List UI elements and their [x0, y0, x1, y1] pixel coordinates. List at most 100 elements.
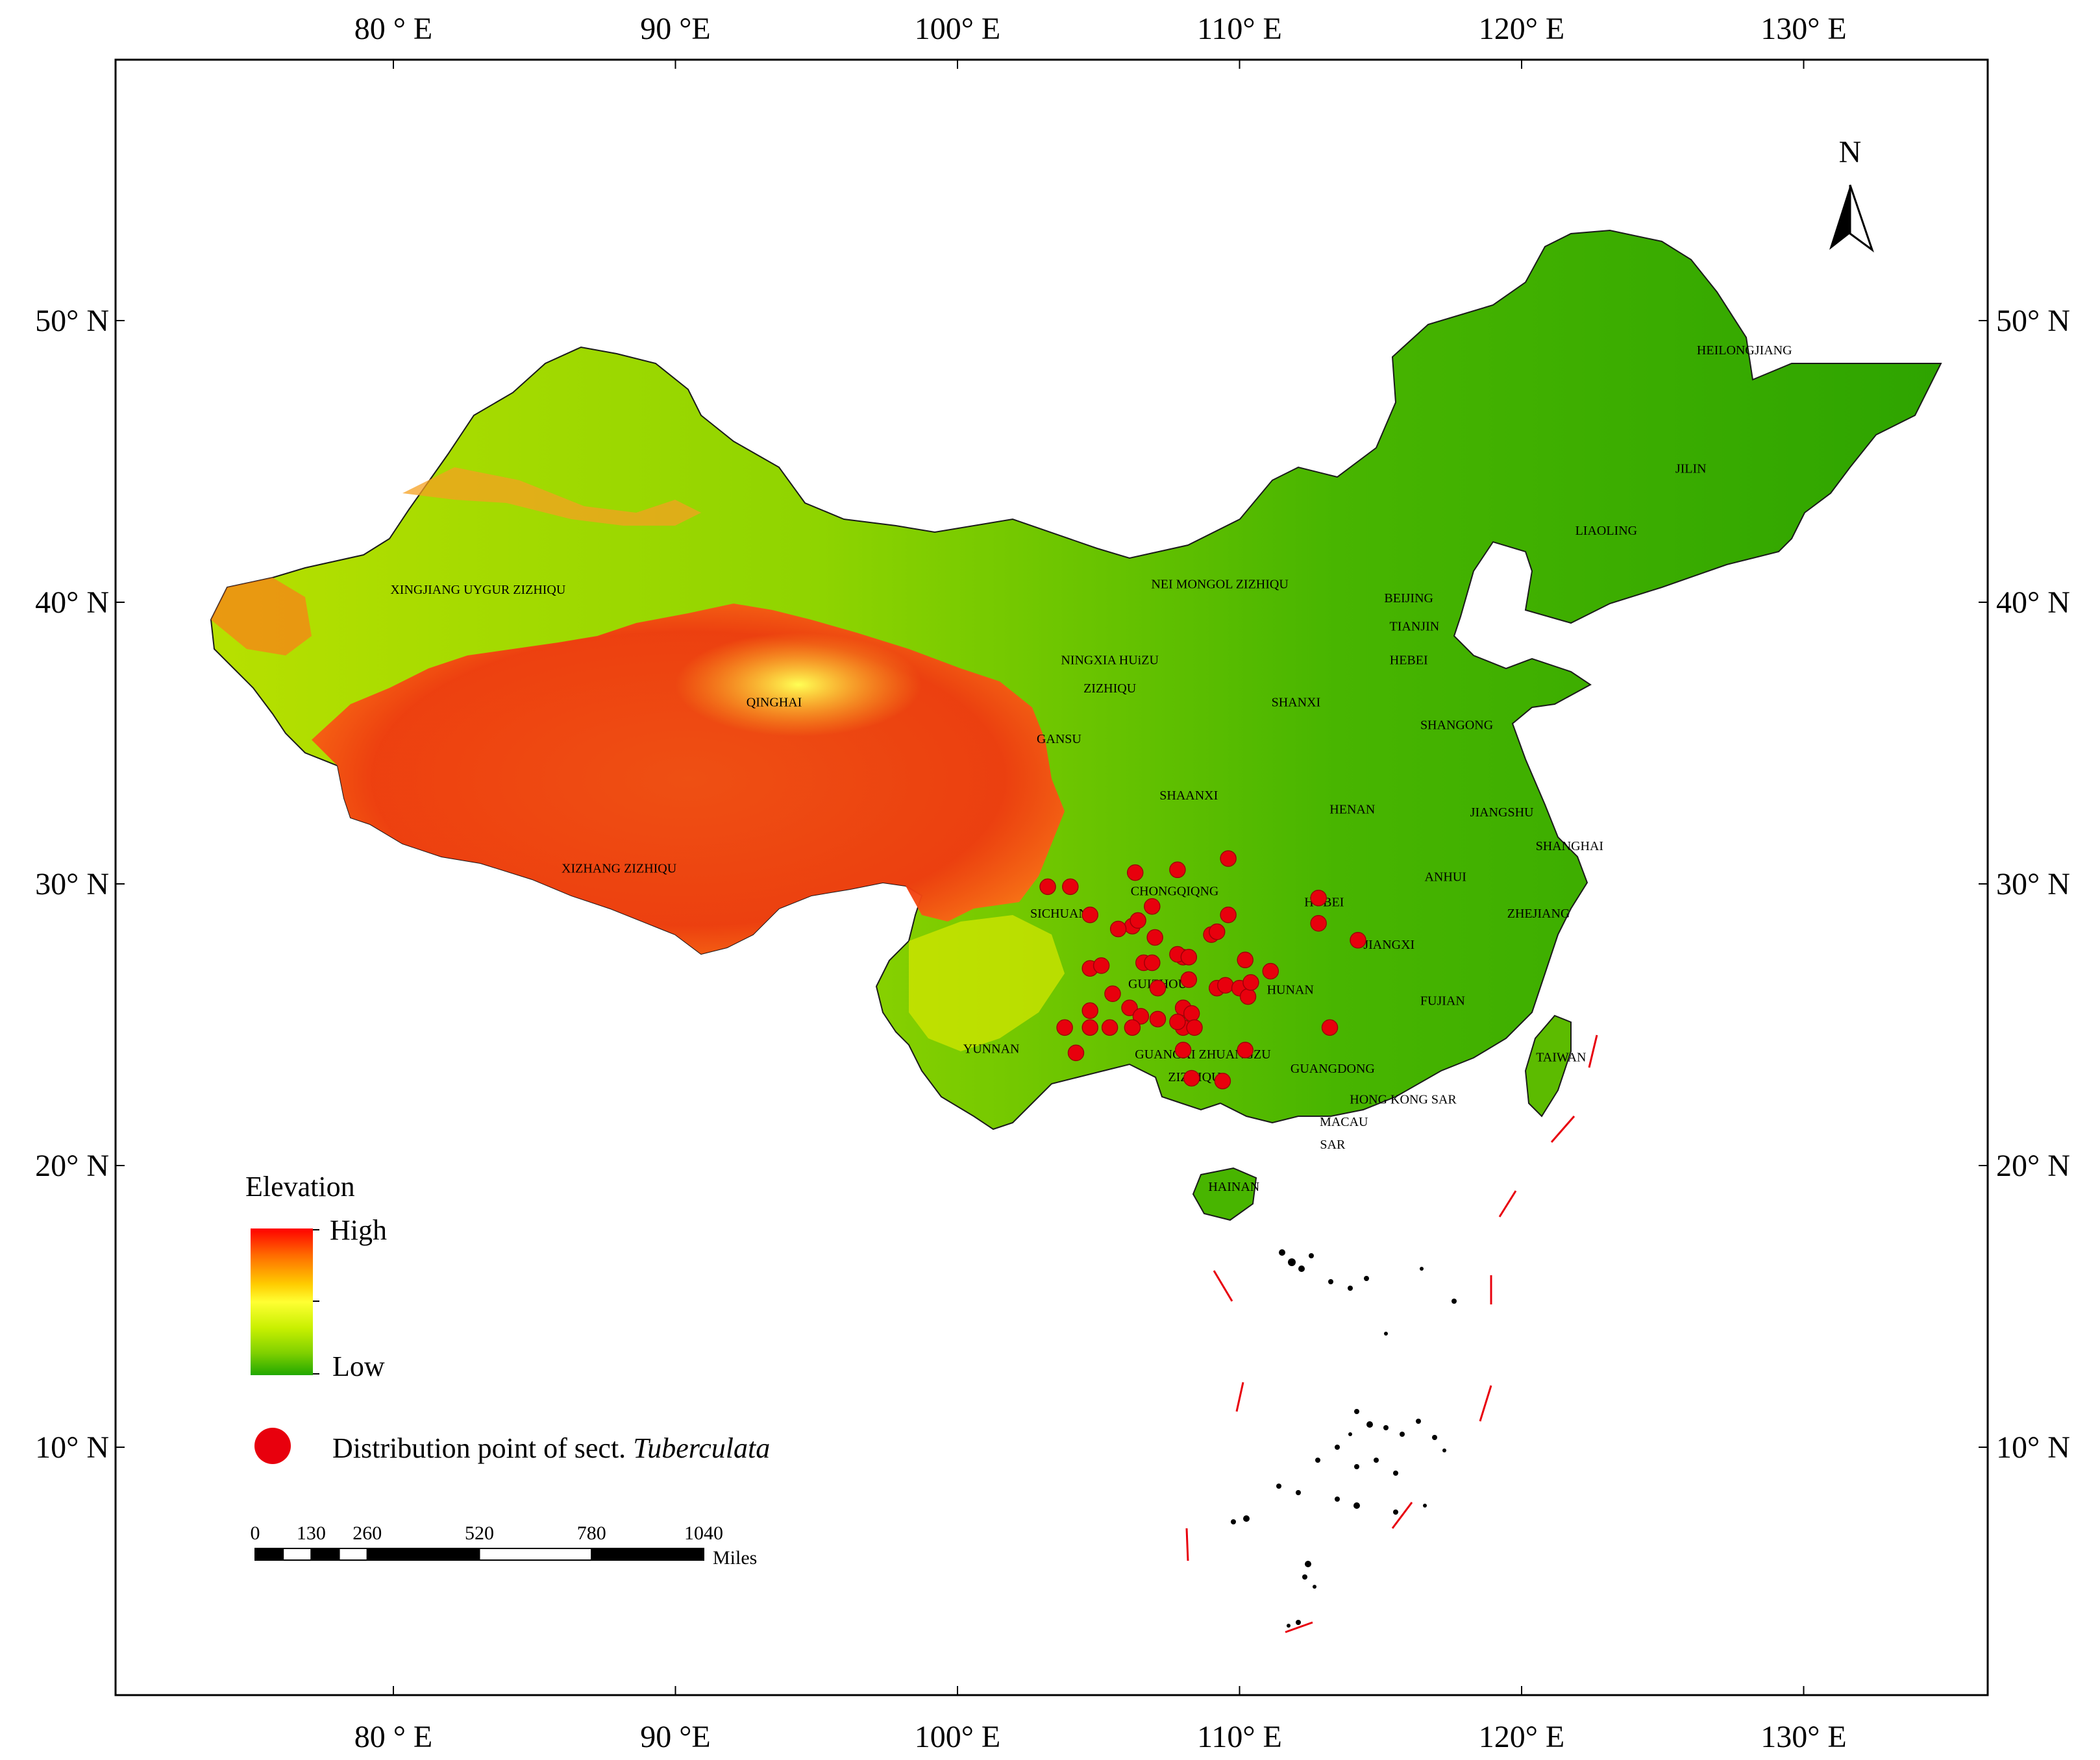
lon-label-bottom-90: 90 °E [640, 1720, 711, 1754]
distribution-point [1180, 949, 1198, 966]
lat-label-right-10: 10° N [1996, 1430, 2070, 1465]
distribution-point [1310, 889, 1327, 907]
maritime-boundary-dashes [1185, 1034, 1598, 1633]
province-label: HENAN [1329, 803, 1375, 817]
distribution-point [1239, 988, 1257, 1005]
scale-segment [282, 1548, 312, 1561]
distribution-point [1350, 932, 1366, 949]
legend-high-label: High [330, 1214, 387, 1246]
elevation-color-ramp [251, 1228, 313, 1375]
distribution-point [1081, 1019, 1098, 1036]
province-label: HEILONGJIANG [1697, 343, 1792, 358]
taiwan-island [1524, 1014, 1572, 1118]
distribution-point [1126, 864, 1144, 881]
province-label: TIANJIN [1390, 619, 1440, 633]
province-label: BEIJING [1384, 591, 1433, 605]
lon-label-bottom-80: 80 ° E [354, 1720, 433, 1754]
province-label: SHAANXI [1159, 788, 1218, 803]
north-arrow-label: N [1839, 135, 1862, 169]
distribution-point [1220, 906, 1237, 923]
province-label: CHONGQIQNG [1131, 884, 1219, 898]
scale-unit: Miles [713, 1547, 757, 1569]
province-label: NEI MONGOL ZIZHIQU [1151, 577, 1289, 591]
province-label: HEBEI [1390, 653, 1428, 667]
tianshan-range [402, 467, 701, 526]
distribution-point [1149, 1010, 1167, 1028]
scale-tick-label: 0 [251, 1522, 260, 1544]
distribution-point [1217, 977, 1234, 994]
province-labels: XINGJIANG UYGUR ZIZHIQU NEI MONGOL ZIZHIQ… [390, 343, 1792, 1194]
province-label: TAIWAN [1536, 1050, 1586, 1064]
distribution-point [1208, 923, 1226, 940]
province-label: HONG KONG SAR [1350, 1093, 1457, 1107]
distribution-point [1124, 1019, 1141, 1036]
scale-segment [310, 1548, 340, 1561]
province-label: HUNAN [1267, 983, 1314, 997]
distribution-point [1081, 1002, 1098, 1020]
province-label: GANSU [1037, 732, 1081, 746]
distribution-point [1183, 1005, 1200, 1022]
scale-tick-label: 260 [352, 1522, 382, 1544]
lon-label-top-100: 100° E [915, 12, 1001, 46]
legend-distribution-prefix: Distribution point of sect. [332, 1432, 626, 1464]
scale-bar: 0 130 260 520 780 1040 Miles [251, 1522, 758, 1569]
legend: Elevation High Low Distribution point of… [245, 1171, 770, 1464]
scale-tick-label: 520 [465, 1522, 494, 1544]
longitude-ticks [393, 60, 1805, 1695]
distribution-point [1109, 920, 1127, 938]
lat-label-right-20: 20° N [1996, 1149, 2070, 1183]
province-label: JIANGXI [1363, 938, 1414, 952]
distribution-point [1062, 878, 1079, 896]
qaidam-basin [675, 633, 922, 737]
distribution-point [1237, 1042, 1254, 1058]
distribution-point [1242, 974, 1259, 991]
lon-label-bottom-130: 130° E [1760, 1720, 1847, 1754]
distribution-point [1067, 1044, 1085, 1062]
distribution-point [1104, 985, 1121, 1003]
province-label: NINGXIA HUiZU [1061, 653, 1159, 667]
distribution-point [1220, 850, 1237, 867]
distribution-point [1180, 971, 1198, 988]
distribution-point [1321, 1019, 1339, 1036]
legend-distribution-label: Distribution point of sect. Tuberculata [332, 1432, 770, 1464]
province-label: XIZHANG ZIZHIQU [562, 862, 677, 876]
lat-label-left-30: 30° N [35, 867, 109, 901]
lon-label-top-80: 80 ° E [354, 12, 433, 46]
province-label: ZHEJIANG [1507, 907, 1570, 921]
scale-segment [338, 1548, 368, 1561]
distribution-point [1081, 906, 1098, 923]
province-label: SHANXI [1272, 696, 1321, 710]
distribution-point [1039, 878, 1056, 896]
province-label: FUJIAN [1420, 994, 1465, 1008]
province-label: MACAU [1320, 1115, 1368, 1129]
scale-segment [254, 1548, 284, 1561]
scale-segment [591, 1548, 704, 1561]
lon-label-bottom-120: 120° E [1479, 1720, 1565, 1754]
province-label: XINGJIANG UYGUR ZIZHIQU [390, 583, 566, 597]
legend-low-label: Low [332, 1351, 385, 1382]
distribution-point [1101, 1019, 1118, 1036]
distribution-point [1169, 1013, 1186, 1031]
province-label: SICHUAN [1030, 907, 1088, 921]
province-label: LIAOLING [1575, 524, 1638, 538]
distribution-point [1149, 979, 1167, 997]
distribution-point [1144, 954, 1161, 972]
distribution-point [1186, 1019, 1203, 1036]
distribution-point [1262, 962, 1279, 980]
lon-label-top-110: 110° E [1197, 12, 1282, 46]
distribution-point [1214, 1073, 1231, 1090]
province-label: SAR [1320, 1138, 1346, 1152]
lat-label-left-50: 50° N [35, 304, 109, 338]
province-label: HAINAN [1208, 1180, 1259, 1194]
scale-tick-label: 130 [297, 1522, 326, 1544]
lat-label-left-10: 10° N [35, 1430, 109, 1465]
legend-title: Elevation [245, 1171, 355, 1203]
south-china-sea-islands [1231, 1249, 1457, 1628]
province-label: QINGHAI [747, 696, 802, 710]
province-label: GUANGDONG [1291, 1062, 1375, 1076]
latitude-ticks [116, 320, 1988, 1448]
lon-label-top-90: 90 °E [640, 12, 711, 46]
yunnan-highland [909, 915, 1065, 1051]
province-label: YUNNAN [963, 1042, 1020, 1056]
province-label: JIANGSHU [1470, 805, 1534, 820]
